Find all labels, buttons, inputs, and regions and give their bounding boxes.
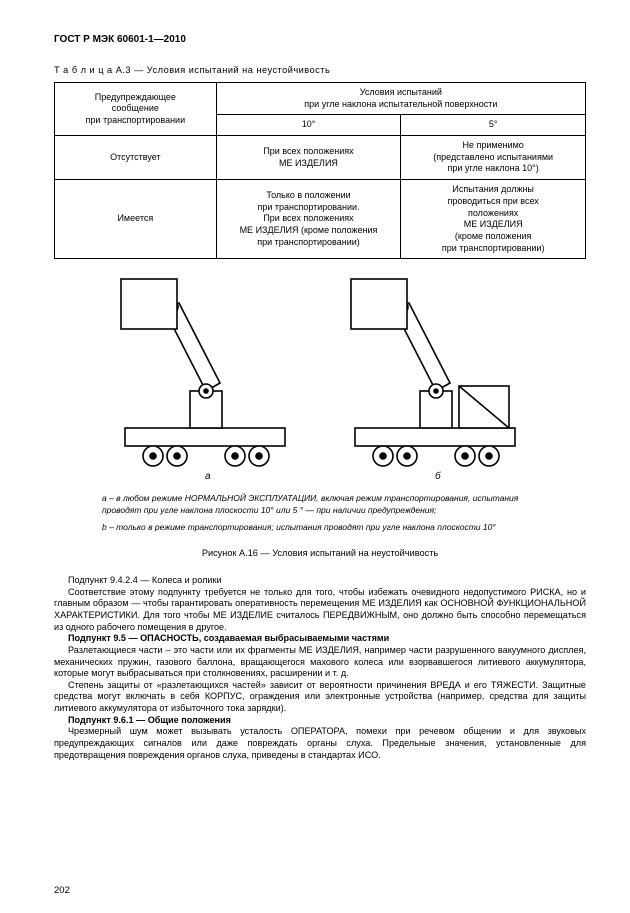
doc-header: ГОСТ Р МЭК 60601-1—2010 [54, 34, 586, 47]
th-sub1: 10° [216, 115, 401, 136]
fig-note-a: а – в любом режиме НОРМАЛЬНОЙ ЭКСПЛУАТАЦ… [102, 493, 538, 516]
conditions-table: Предупреждающеесообщениепри транспортиро… [54, 82, 586, 259]
body-text: Подпункт 9.4.2.4 — Колеса и ролики Соотв… [54, 575, 586, 761]
fig-label-a: а [205, 471, 211, 482]
th-col2: Условия испытанийпри угле наклона испыта… [216, 83, 585, 115]
fig-note-b: b – только в режиме транспортирования; и… [102, 522, 538, 533]
th-col1: Предупреждающеесообщениепри транспортиро… [55, 83, 217, 136]
table-row: Имеется Только в положениипри транспорти… [55, 180, 586, 259]
fig-label-b: б [435, 470, 441, 482]
table-row: Отсутствует При всех положенияхМЕ ИЗДЕЛИ… [55, 136, 586, 180]
figure-title: Рисунок А.16 — Условия испытаний на неус… [54, 548, 586, 560]
table-caption: Т а б л и ц а А.3 — Условия испытаний на… [54, 65, 586, 77]
page-number: 202 [54, 885, 70, 897]
th-sub2: 5° [401, 115, 586, 136]
figure-a16: а б а – в любом режиме НОРМАЛЬНОЙ ЭКСП [54, 273, 586, 559]
